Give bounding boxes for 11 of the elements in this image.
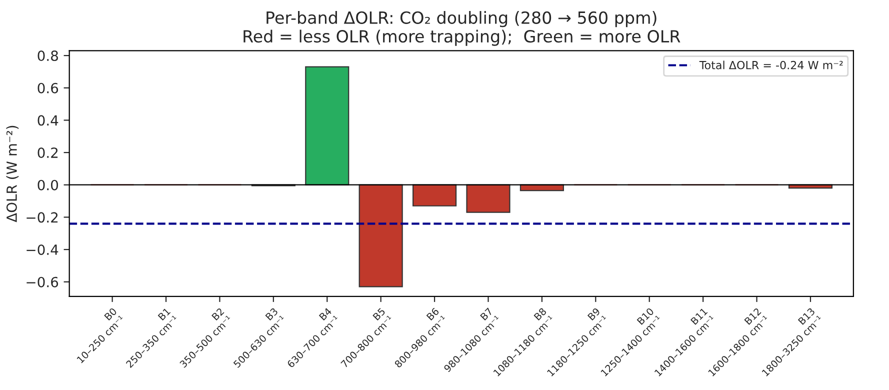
y-tick-label: 0.4 [38,115,58,126]
y-tick-label: −0.6 [26,276,58,288]
y-axis-title: ΔOLR (W m⁻²) [6,126,19,222]
y-tick-label: 0.2 [38,148,58,158]
chart-title: Per-band ΔOLR: CO₂ doubling (280 → 560 ppm) Red = less OLR (more trapping); Green = more OLR [244,11,680,46]
y-tick-label: 0.6 [38,82,58,94]
legend-label: Total ΔOLR = -0.24 W m⁻² [699,60,843,70]
y-tick-label: 0.0 [38,180,58,190]
y-tick-label: −0.4 [26,244,58,255]
y-tick-label: −0.2 [26,212,58,223]
y-tick-label: 0.8 [38,50,58,62]
